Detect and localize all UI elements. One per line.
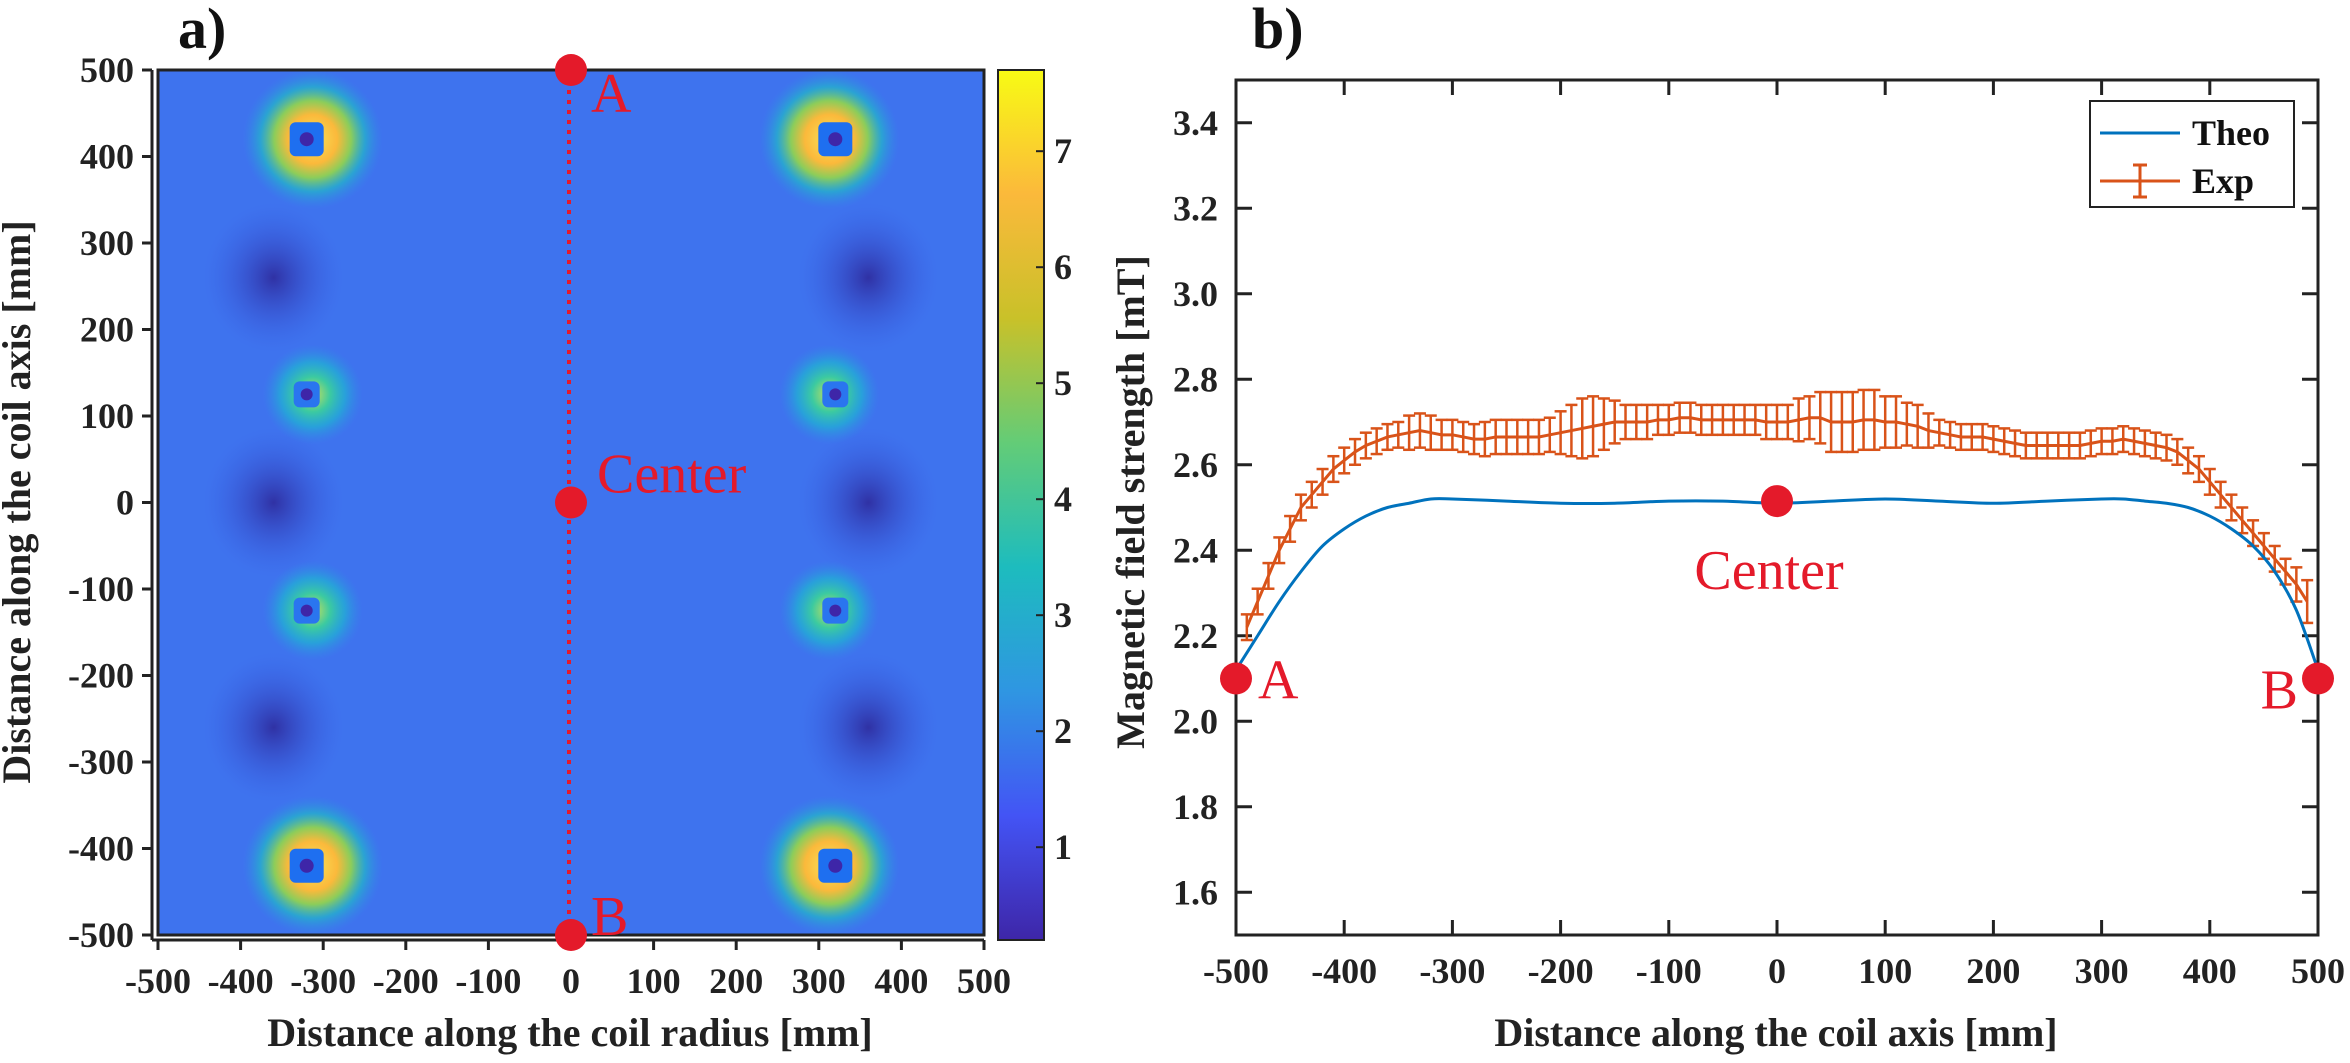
marker-label-b-b: B [2261, 660, 2298, 722]
heatmap-cold-spot [203, 427, 344, 578]
heatmap-cold-spot [798, 652, 939, 803]
y-tick-label-b: 1.8 [1173, 787, 1218, 827]
marker-label-b-a: B [591, 886, 628, 948]
line-panel: b) -500 -400 -300 -200 -100 0 100 200 300 400 500 1… [1108, 0, 2345, 1055]
y-tick-label-b: 3.4 [1173, 103, 1218, 143]
y-tick-label-a: -300 [68, 742, 134, 782]
x-tick-label-a: -500 [125, 961, 191, 1001]
legend: Theo Exp [2089, 100, 2295, 208]
y-tick-label-a: 500 [80, 50, 134, 90]
coil-center-dot [299, 858, 314, 873]
y-tick-label-a: -500 [68, 915, 134, 955]
markers-a: A Center B [555, 54, 747, 951]
heatmap-cold-spot [203, 202, 344, 353]
heatmap-hotspots [242, 70, 900, 935]
x-tick-label-a: -300 [290, 961, 356, 1001]
colorbar [997, 69, 1045, 941]
coil-center-dot [828, 858, 843, 873]
panel-label-b: b) [1252, 0, 1304, 61]
y-tick-label-a: 0 [116, 483, 134, 523]
y-tick-label-a: 300 [80, 223, 134, 263]
x-tick-label-a: 300 [792, 961, 846, 1001]
marker-b-b [2302, 662, 2334, 695]
heatmap-cold-spot [203, 652, 344, 803]
heatmap-panel: a) -500 -400 -300 -200 -100 0 100 200 300 400 500 5… [0, 0, 1072, 1055]
x-tick-label-a: 200 [709, 961, 763, 1001]
legend-theo-label: Theo [2192, 113, 2270, 153]
colorbar-tick-label: 4 [1054, 479, 1072, 519]
coil-center-dot [300, 388, 313, 401]
x-axis-label-b: Distance along the coil axis [mm] [1494, 1010, 2057, 1055]
coil-center-dot [829, 388, 842, 401]
heatmap-cold-spot [798, 202, 939, 353]
colorbar-tick-label: 6 [1054, 247, 1072, 287]
x-tick-label-b: 100 [1858, 951, 1912, 991]
heatmap-cold-spots [203, 202, 939, 803]
marker-label-a-a: A [591, 63, 632, 125]
marker-a-b [1220, 662, 1252, 695]
y-tick-label-b: 2.6 [1173, 445, 1218, 485]
x-tick-label-a: 500 [957, 961, 1011, 1001]
y-tick-label-a: -200 [68, 656, 134, 696]
y-tick-label-b: 3.2 [1173, 188, 1218, 228]
x-tick-label-b: 0 [1768, 951, 1786, 991]
x-tick-label-a: -400 [208, 961, 274, 1001]
coil-center-dot [299, 132, 314, 147]
ticks-b: -500 -400 -300 -200 -100 0 100 200 300 400 500 1.6 1… [1173, 80, 2345, 991]
x-tick-label-b: -400 [1311, 951, 1377, 991]
x-tick-label-a: -100 [455, 961, 521, 1001]
marker-label-center-a: Center [597, 444, 747, 506]
marker-b-a [555, 919, 587, 951]
y-tick-label-b: 2.4 [1173, 530, 1218, 570]
marker-a-a [555, 54, 587, 86]
x-tick-label-b: -300 [1419, 951, 1485, 991]
y-tick-label-a: -100 [68, 569, 134, 609]
x-tick-label-a: -200 [373, 961, 439, 1001]
x-tick-label-b: 300 [2075, 951, 2129, 991]
colorbar-tick-label: 1 [1054, 827, 1072, 867]
coil-center-dot [828, 132, 843, 147]
x-tick-label-b: 400 [2183, 951, 2237, 991]
y-tick-label-a: -400 [68, 829, 134, 869]
x-tick-label-b: -500 [1203, 951, 1269, 991]
marker-label-a-b: A [1258, 650, 1299, 712]
marker-center-a [555, 486, 587, 519]
colorbar-tick-label: 5 [1054, 363, 1072, 403]
x-tick-label-a: 0 [562, 961, 580, 1001]
colorbar-tick-label: 7 [1054, 131, 1072, 171]
panel-label-a: a) [178, 0, 226, 61]
series-exp [1240, 388, 2314, 642]
ticks-a: -500 -400 -300 -200 -100 0 100 200 300 400 500 500 4… [68, 50, 1011, 1001]
y-tick-label-a: 100 [80, 396, 134, 436]
y-tick-label-b: 2.0 [1173, 701, 1218, 741]
y-tick-label-b: 3.0 [1173, 274, 1218, 314]
x-axis-label-a: Distance along the coil radius [mm] [267, 1010, 873, 1055]
y-tick-label-b: 1.6 [1173, 872, 1218, 912]
colorbar-ticks: 1 2 3 4 5 6 7 [1036, 131, 1072, 867]
x-tick-label-b: 500 [2291, 951, 2345, 991]
marker-label-center-b: Center [1694, 540, 1844, 602]
coil-center-dot [829, 604, 842, 617]
x-tick-label-b: -100 [1636, 951, 1702, 991]
heatmap-cold-spot [798, 427, 939, 578]
x-tick-label-a: 400 [874, 961, 928, 1001]
y-tick-label-a: 400 [80, 137, 134, 177]
legend-box [2089, 100, 2295, 208]
colorbar-tick-label: 2 [1054, 711, 1072, 751]
legend-exp-label: Exp [2192, 161, 2254, 201]
x-tick-label-b: -200 [1528, 951, 1594, 991]
series-exp-line [1245, 416, 2309, 628]
y-tick-label-b: 2.8 [1173, 359, 1218, 399]
y-axis-label-a: Distance along the coil axis [mm] [0, 220, 39, 783]
y-tick-label-b: 2.2 [1173, 616, 1218, 656]
marker-center-b [1761, 485, 1793, 518]
coil-center-dot [300, 604, 313, 617]
x-tick-label-b: 200 [1966, 951, 2020, 991]
markers-b: A Center B [1220, 485, 2334, 722]
x-tick-label-a: 100 [627, 961, 681, 1001]
y-axis-label-b: Magnetic field strength [mT] [1108, 255, 1153, 749]
y-tick-label-a: 200 [80, 310, 134, 350]
colorbar-tick-label: 3 [1054, 595, 1072, 635]
